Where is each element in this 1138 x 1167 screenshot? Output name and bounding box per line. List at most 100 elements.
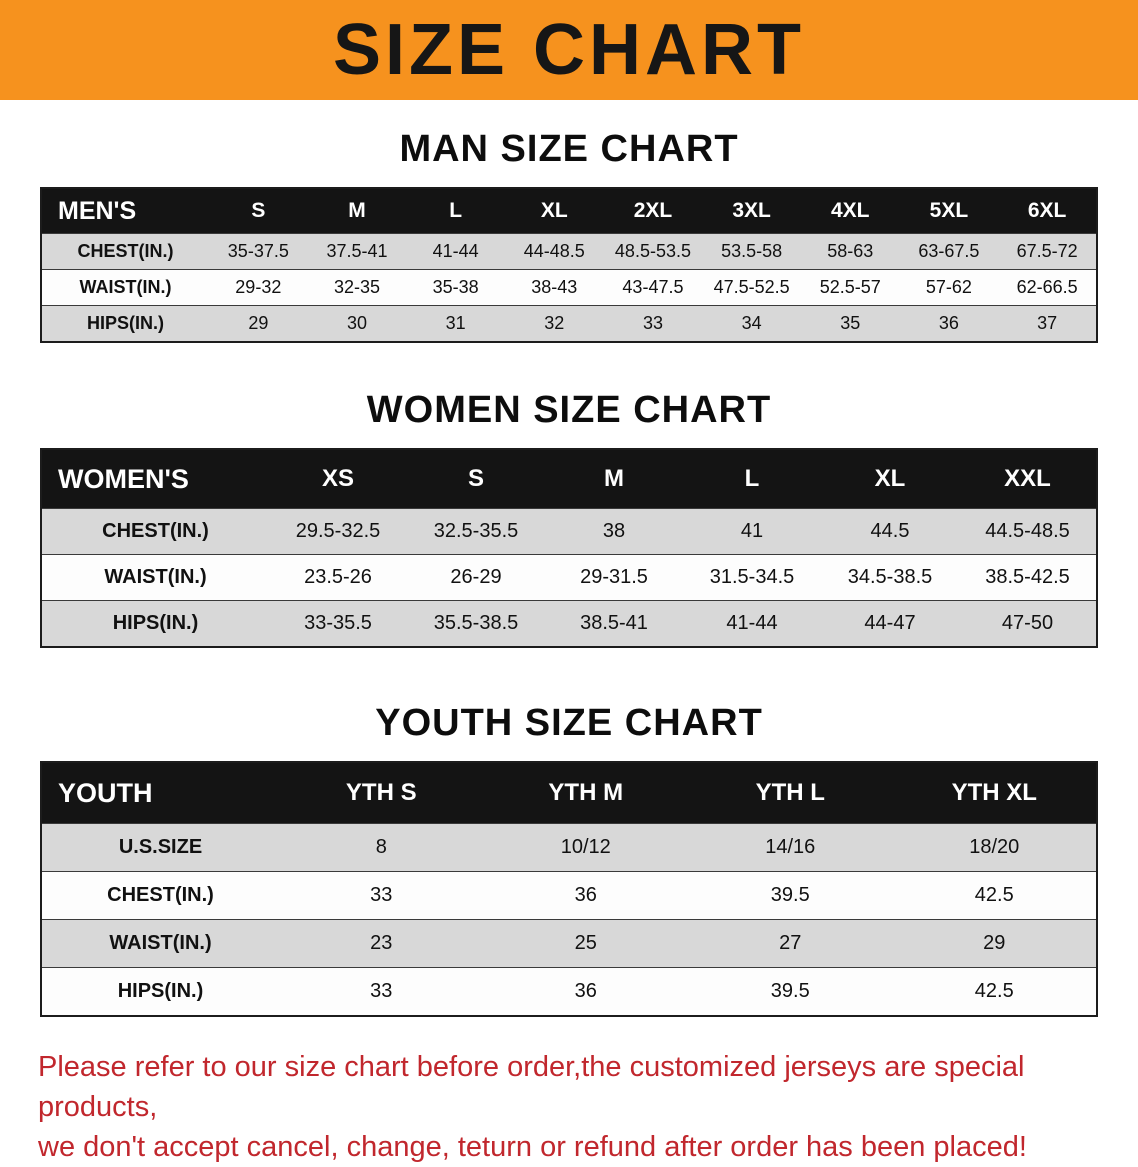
measurement-row-label: WAIST(IN.) [104,566,207,588]
size-value-cell: 38 [602,520,626,542]
women-chart-title: WOMEN SIZE CHART [366,389,772,431]
size-value-cell: 34.5-38.5 [847,566,933,588]
size-value-cell: 44.5-48.5 [985,520,1070,542]
size-value-cell: 53.5-58 [721,241,783,261]
size-value-cell: 42.5 [974,884,1014,906]
size-column-header: XL [821,449,959,509]
size-value-cell: 41-44 [726,612,778,634]
measurement-row-label: U.S.SIZE [118,836,203,858]
table-corner-label: WOMEN'S [41,449,269,509]
size-value-cell: 35 [840,313,861,333]
size-value-cell: 35-37.5 [227,241,289,261]
measurement-row: CHEST(IN.) 33 36 39.5 42.5 [41,871,1097,920]
measurement-row: HIPS(IN.) 33-35.5 35.5-38.5 38.5-41 41-44 44-… [41,600,1097,647]
size-column-header: YTH S [279,762,484,824]
measurement-row: WAIST(IN.) 29-32 32-35 35-38 38-43 43-47.5 47.… [41,269,1097,306]
size-value-cell: 44-48.5 [523,241,585,261]
measurement-row-label: CHEST(IN.) [107,884,214,906]
youth-size-table: YOUTH YTH S YTH M YTH L YTH XL U.S.SIZE 8 10/12… [40,761,1098,1017]
size-value-cell: 43-47.5 [622,277,684,297]
size-value-cell: 33 [370,980,393,1002]
size-column-header: YTH M [483,762,688,824]
size-value-cell: 18/20 [969,836,1020,858]
size-value-cell: 48.5-53.5 [614,241,691,261]
size-value-cell: 29 [983,932,1006,954]
measurement-row-label: WAIST(IN.) [79,277,172,297]
size-value-cell: 33-35.5 [304,612,372,634]
disclaimer-line-1: Please refer to our size chart before or… [38,1051,1025,1124]
measurement-row-label: CHEST(IN.) [77,241,174,261]
size-value-cell: 23.5-26 [304,566,372,588]
size-value-cell: 31.5-34.5 [709,566,795,588]
youth-chart-title: YOUTH SIZE CHART [375,702,763,744]
size-value-cell: 47-50 [1001,612,1054,634]
size-value-cell: 26-29 [450,566,502,588]
size-column-header: XS [269,449,407,509]
size-header-row: WOMEN'S XS S M L XL XXL [41,449,1097,509]
size-column-header: 2XL [603,188,703,234]
size-value-cell: 29-32 [235,277,282,297]
measurement-row-label: WAIST(IN.) [109,932,212,954]
size-value-cell: 37 [1037,313,1058,333]
size-column-header: S [407,449,545,509]
men-size-table: MEN'S S M L XL 2XL 3XL 4XL 5XL 6XL CHEST(IN.) 35-37… [40,187,1098,343]
size-value-cell: 29.5-32.5 [295,520,381,542]
size-value-cell: 37.5-41 [326,241,388,261]
size-value-cell: 47.5-52.5 [713,277,790,297]
size-value-cell: 23 [370,932,393,954]
page-title: SIZE CHART [333,10,805,90]
table-corner-label: MEN'S [41,188,209,234]
size-value-cell: 41-44 [432,241,479,261]
size-value-cell: 29 [248,313,269,333]
size-value-cell: 8 [375,836,387,858]
measurement-row: HIPS(IN.) 33 36 39.5 42.5 [41,967,1097,1016]
size-value-cell: 25 [574,932,597,954]
size-value-cell: 38.5-42.5 [985,566,1070,588]
size-column-header: YTH L [688,762,893,824]
size-value-cell: 31 [445,313,466,333]
table-corner-label: YOUTH [41,762,279,824]
size-value-cell: 32 [544,313,565,333]
size-chart-banner: SIZE CHART [0,0,1138,100]
size-value-cell: 42.5 [974,980,1014,1002]
size-value-cell: 10/12 [560,836,611,858]
size-value-cell: 63-67.5 [918,241,980,261]
size-value-cell: 36 [938,313,959,333]
size-value-cell: 44.5 [870,520,910,542]
measurement-row: WAIST(IN.) 23.5-26 26-29 29-31.5 31.5-34.5 34… [41,554,1097,601]
size-value-cell: 27 [779,932,802,954]
size-value-cell: 52.5-57 [819,277,881,297]
disclaimer-line-2: we don't accept cancel, change, teturn o… [38,1131,1027,1164]
disclaimer-text: Please refer to our size chart before or… [38,1047,1100,1167]
size-column-header: 6XL [998,188,1097,234]
size-value-cell: 35-38 [432,277,479,297]
size-column-header: XL [504,188,604,234]
size-value-cell: 57-62 [925,277,972,297]
size-value-cell: 35.5-38.5 [433,612,519,634]
size-value-cell: 39.5 [770,884,810,906]
measurement-row: WAIST(IN.) 23 25 27 29 [41,919,1097,968]
size-value-cell: 58-63 [827,241,874,261]
size-column-header: XXL [959,449,1097,509]
size-value-cell: 36 [574,884,597,906]
size-value-cell: 29-31.5 [580,566,648,588]
size-column-header: 5XL [899,188,999,234]
size-header-row: YOUTH YTH S YTH M YTH L YTH XL [41,762,1097,824]
size-value-cell: 67.5-72 [1016,241,1078,261]
size-header-row: MEN'S S M L XL 2XL 3XL 4XL 5XL 6XL [41,188,1097,234]
size-value-cell: 33 [642,313,663,333]
size-value-cell: 39.5 [770,980,810,1002]
size-column-header: L [406,188,505,234]
size-value-cell: 41 [740,520,764,542]
size-value-cell: 33 [370,884,393,906]
measurement-row-label: HIPS(IN.) [86,313,164,333]
size-value-cell: 44-47 [864,612,916,634]
size-value-cell: 30 [346,313,367,333]
size-column-header: YTH XL [892,762,1097,824]
size-value-cell: 38-43 [531,277,578,297]
size-value-cell: 62-66.5 [1016,277,1078,297]
measurement-row-label: CHEST(IN.) [102,520,209,542]
size-column-header: 3XL [702,188,801,234]
size-value-cell: 38.5-41 [580,612,648,634]
size-value-cell: 32.5-35.5 [433,520,519,542]
